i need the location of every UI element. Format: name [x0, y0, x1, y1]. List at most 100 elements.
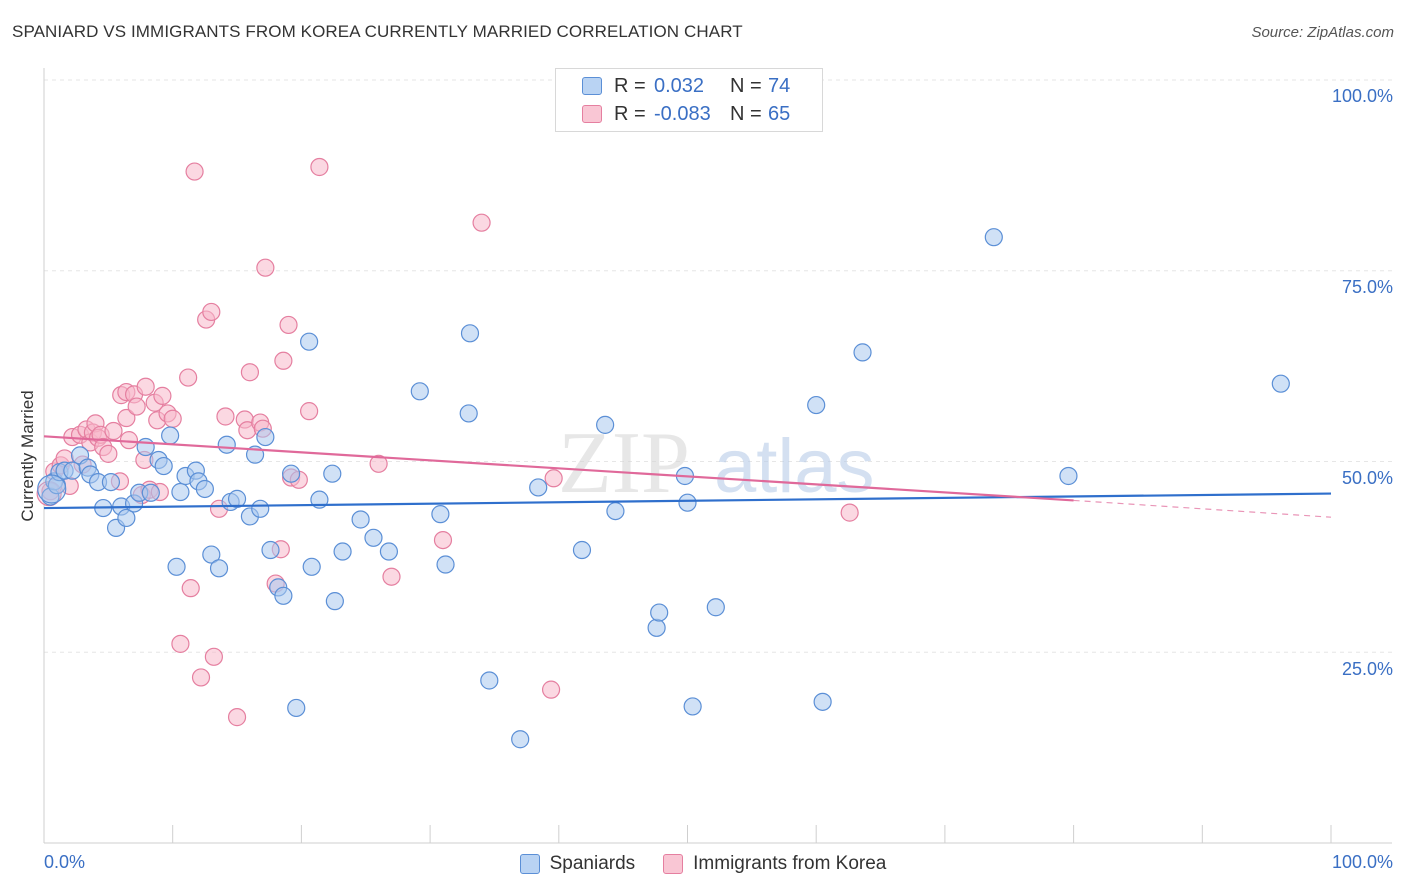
- korea-point: [191, 668, 211, 687]
- watermark-zip: ZIP: [558, 415, 690, 512]
- korea-point: [181, 579, 200, 598]
- source-label: Source: ZipAtlas.com: [1251, 24, 1394, 41]
- spaniards-point: [853, 343, 872, 362]
- legend-row-spaniards: R = 0.032 N = 74: [582, 73, 790, 99]
- x-tick-min: 0.0%: [44, 852, 86, 872]
- legend-swatch-blue: [519, 854, 540, 874]
- legend-n-label: N =: [730, 74, 762, 97]
- spaniards-point: [302, 557, 321, 576]
- korea-point: [117, 408, 136, 428]
- spaniards-point: [572, 540, 592, 560]
- legend-r-label: R =: [614, 74, 646, 97]
- spaniards-point: [141, 483, 160, 502]
- spaniards-point: [287, 698, 306, 718]
- spaniards-point: [596, 415, 615, 434]
- spaniards-point: [323, 464, 342, 483]
- spaniards-point: [813, 692, 832, 711]
- legend-n-label: N =: [730, 102, 762, 125]
- spaniards-point: [529, 478, 548, 497]
- korea-point: [382, 567, 401, 586]
- legend-n-value: 74: [768, 74, 791, 97]
- korea-point: [99, 444, 118, 463]
- spaniards-point: [333, 542, 352, 561]
- spaniards-point: [511, 730, 530, 749]
- spaniards-point: [606, 501, 625, 521]
- spaniards-point: [807, 395, 826, 415]
- y-axis-label: Currently Married: [18, 390, 37, 522]
- korea-point: [227, 708, 247, 727]
- watermark-atlas: atlas: [714, 424, 875, 509]
- trend-lines: [43, 435, 1332, 518]
- spaniards-point: [379, 542, 399, 561]
- spaniards-point: [154, 456, 173, 476]
- legend-r-value: -0.083: [654, 102, 711, 125]
- korea-point: [204, 647, 223, 666]
- spaniards-point: [251, 499, 270, 518]
- legend-item-spaniards[interactable]: Spaniards: [519, 853, 636, 875]
- spaniards-point: [117, 508, 136, 528]
- y-tick-50: 50.0%: [1341, 468, 1393, 488]
- spaniards-point-cluster: [37, 474, 67, 504]
- legend-swatch-pink: [663, 854, 684, 874]
- spaniards-point: [274, 586, 293, 605]
- spaniards-point: [202, 545, 221, 564]
- legend-r-value: 0.032: [654, 74, 705, 97]
- trend-line-korea: [43, 435, 1074, 502]
- trend-line-korea-extension: [1073, 499, 1332, 518]
- spaniards-point: [171, 482, 190, 502]
- y-tick-75: 75.0%: [1341, 277, 1393, 297]
- korea-point: [119, 431, 139, 450]
- korea-point: [179, 368, 198, 387]
- stats-legend: R = 0.032 N = 74 R = -0.083 N = 65: [555, 68, 823, 132]
- spaniards-point: [282, 464, 301, 483]
- korea-point: [369, 454, 388, 473]
- spaniards-point: [683, 697, 702, 716]
- y-tick-25: 25.0%: [1341, 659, 1393, 679]
- spaniards-point: [410, 382, 429, 401]
- korea-point: [544, 469, 563, 488]
- chart-title: SPANIARD VS IMMIGRANTS FROM KOREA CURREN…: [12, 22, 743, 41]
- legend-swatch-blue: [582, 77, 602, 95]
- spaniards-point: [678, 493, 697, 512]
- spaniards-point: [261, 540, 280, 560]
- korea-point: [279, 315, 298, 335]
- axes-layer: [43, 68, 1392, 844]
- korea-point: [216, 407, 235, 426]
- korea-point: [310, 157, 329, 177]
- legend-swatch-pink: [582, 105, 602, 123]
- spaniards-point: [167, 557, 186, 576]
- korea-point: [300, 402, 319, 421]
- spaniards-point: [647, 618, 666, 637]
- legend-r-label: R =: [614, 102, 646, 125]
- watermark: ZIP atlas: [558, 415, 875, 512]
- korea-point: [472, 213, 491, 232]
- korea-point: [541, 680, 561, 699]
- korea-point: [433, 530, 453, 550]
- korea-point: [256, 258, 275, 277]
- korea-point: [202, 302, 221, 322]
- legend-label-spaniards: Spaniards: [549, 853, 636, 874]
- spaniards-point: [984, 228, 1003, 247]
- spaniards-point: [195, 479, 214, 499]
- spaniards-point: [325, 592, 344, 611]
- y-tick-100: 100.0%: [1331, 86, 1393, 106]
- korea-point: [127, 397, 146, 416]
- spaniards-point: [480, 671, 499, 690]
- spaniards-point: [459, 404, 478, 423]
- spaniards-point: [227, 489, 247, 508]
- korea-point: [171, 634, 190, 653]
- spaniards-point: [460, 324, 480, 343]
- spaniards-point: [351, 510, 370, 529]
- spaniards-point: [436, 555, 455, 574]
- korea-point: [240, 363, 260, 382]
- spaniards-point: [431, 505, 450, 524]
- legend-item-korea[interactable]: Immigrants from Korea: [663, 853, 886, 875]
- series-legend: Spaniards Immigrants from Korea: [0, 851, 1406, 877]
- spaniards-point: [256, 427, 275, 447]
- korea-point: [840, 503, 859, 522]
- spaniards-point: [650, 603, 669, 622]
- korea-point: [136, 377, 155, 396]
- legend-row-korea: R = -0.083 N = 65: [582, 101, 790, 127]
- spaniards-point: [161, 426, 180, 445]
